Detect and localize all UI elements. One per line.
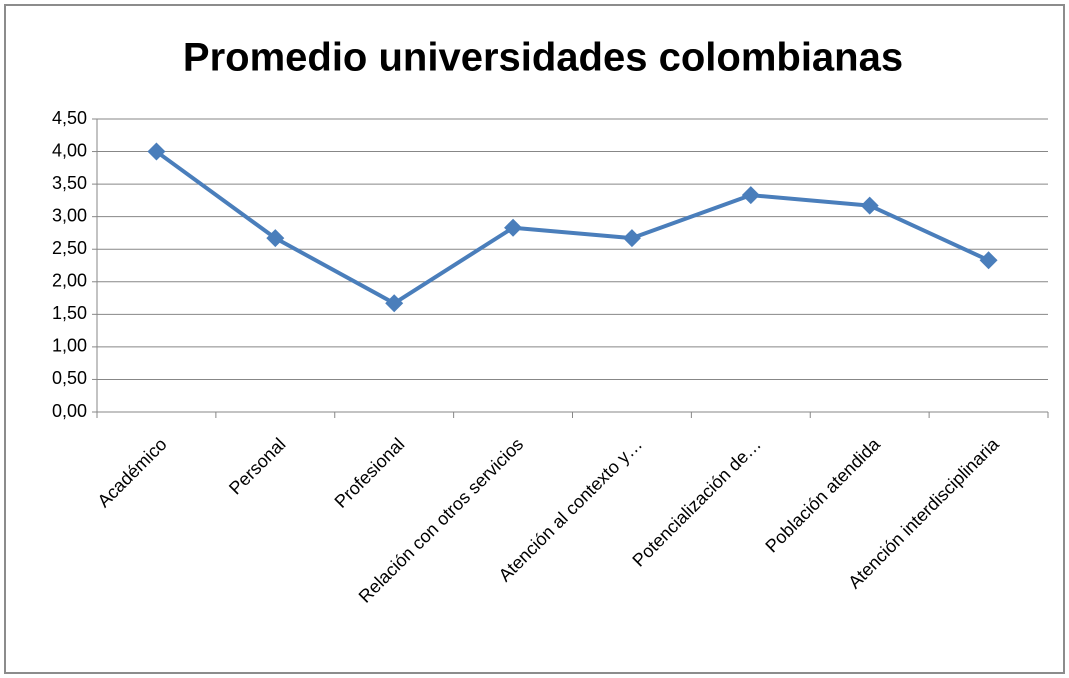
y-tick-label: 4,50 bbox=[52, 108, 87, 128]
marker bbox=[266, 229, 285, 248]
marker bbox=[979, 251, 998, 270]
line bbox=[155, 149, 990, 306]
y-tick-label: 1,00 bbox=[52, 336, 87, 356]
y-tick-label: 0,00 bbox=[52, 401, 87, 421]
marker bbox=[385, 294, 404, 313]
marker bbox=[622, 229, 641, 248]
marker bbox=[147, 142, 166, 161]
marker bbox=[860, 196, 879, 215]
marker bbox=[741, 186, 760, 205]
chart-title: Promedio universidades colombianas bbox=[183, 36, 903, 80]
y-tick-label: 2,50 bbox=[52, 238, 87, 258]
y-tick-label: 3,00 bbox=[52, 205, 87, 225]
marker bbox=[504, 218, 523, 237]
y-tick-label: 1,50 bbox=[52, 303, 87, 323]
y-tick-label: 2,00 bbox=[52, 271, 87, 291]
y-tick-label: 0,50 bbox=[52, 368, 87, 388]
y-tick-label: 3,50 bbox=[52, 173, 87, 193]
chart-frame bbox=[4, 4, 1065, 674]
y-tick-label: 4,00 bbox=[52, 140, 87, 160]
